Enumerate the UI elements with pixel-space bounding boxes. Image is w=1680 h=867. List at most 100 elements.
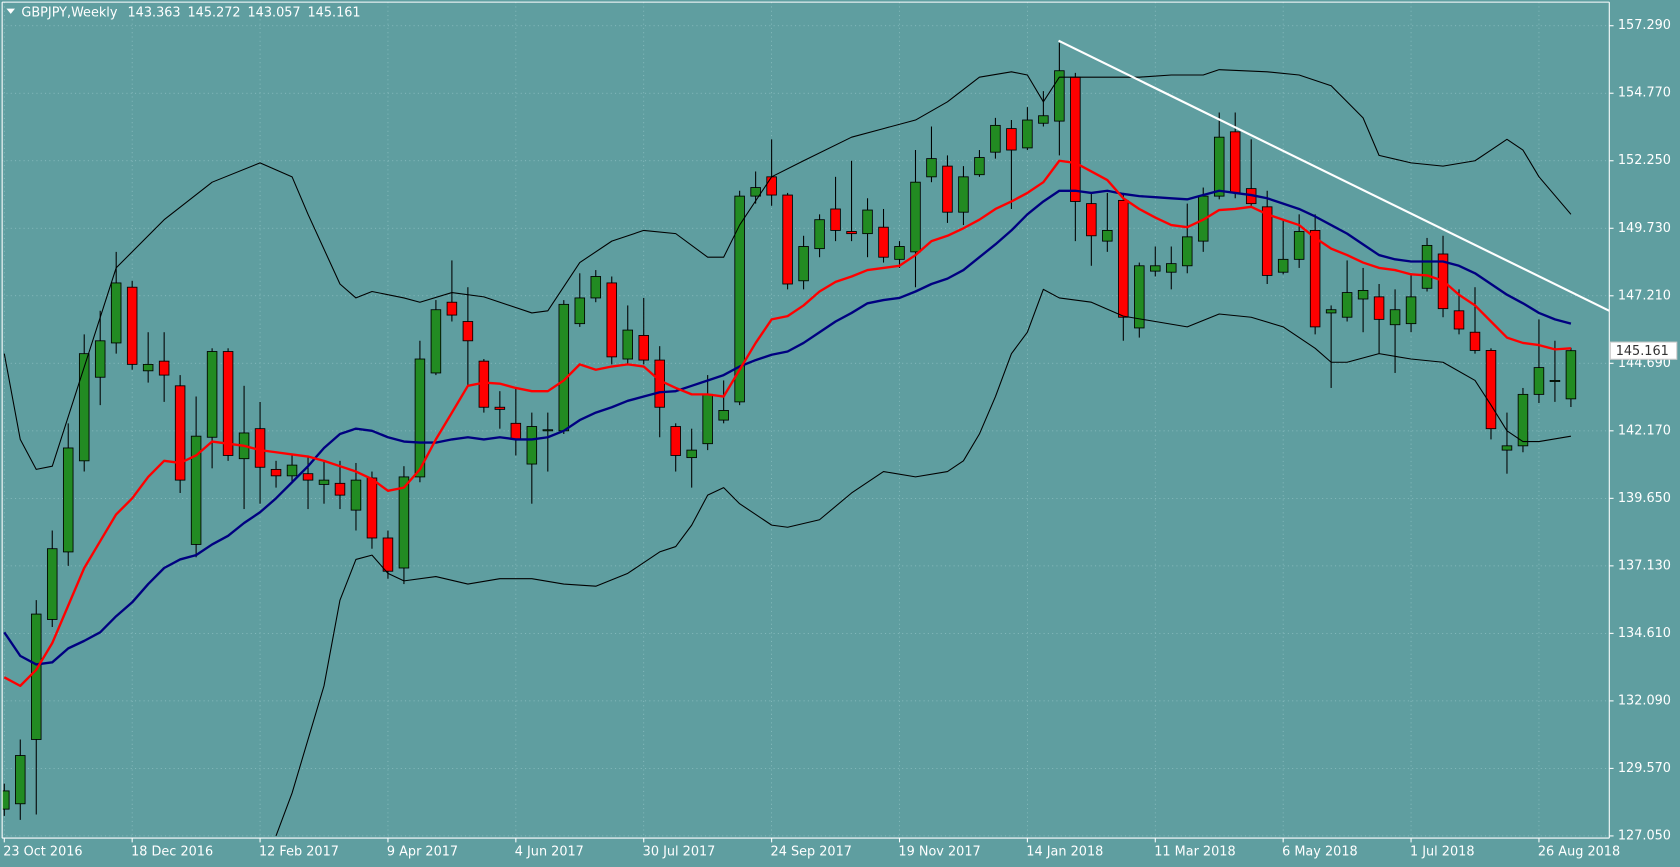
candle-body (718, 410, 729, 421)
candle-body (1357, 290, 1369, 300)
x-tick-label: 19 Nov 2017 (898, 844, 980, 859)
candle-body (286, 464, 298, 477)
candle-body (254, 428, 266, 468)
candle-body (142, 363, 154, 372)
indicator-line (3, 189, 1572, 666)
candle-body (1086, 203, 1097, 237)
candle-body (366, 477, 378, 539)
candle-body (1325, 309, 1337, 314)
candle-body (638, 335, 649, 361)
candle-body (1277, 258, 1289, 273)
candle-body (78, 353, 90, 462)
candle-body (1182, 236, 1193, 267)
candle-body (494, 406, 506, 410)
candle-body (1517, 393, 1529, 447)
candle-body (446, 301, 458, 316)
candle-body (94, 340, 106, 378)
candle-body (990, 124, 1001, 153)
candle-body (1229, 131, 1241, 194)
candle-body (174, 385, 186, 481)
y-tick-label: 132.090 (1618, 693, 1671, 708)
price-label-box (1609, 341, 1678, 360)
candle-body (1389, 309, 1401, 326)
candle-body (606, 282, 618, 358)
candle-body (1421, 244, 1433, 289)
candle-body (686, 449, 697, 459)
candle-body (910, 181, 921, 253)
candle-body (302, 473, 314, 481)
candle-body (1533, 367, 1545, 395)
candle-body (750, 187, 761, 197)
candle-body (222, 351, 234, 456)
candle-body (126, 286, 138, 365)
candle-body (814, 219, 825, 250)
x-tick-label: 26 Aug 2018 (1538, 844, 1620, 859)
y-tick-label: 139.650 (1618, 491, 1671, 506)
candle-body (350, 479, 362, 511)
x-tick-label: 6 May 2018 (1282, 844, 1358, 859)
candle-body (382, 537, 394, 572)
candle-body (1309, 229, 1321, 328)
x-tick-label: 4 Jun 2017 (515, 844, 584, 859)
candle-body (1006, 128, 1017, 151)
candle-body (1293, 231, 1305, 260)
candle-body (414, 358, 426, 478)
candle-body (1022, 119, 1033, 149)
indicator-line (3, 69, 1572, 470)
y-tick-label: 129.570 (1618, 761, 1671, 776)
candle-body (1373, 296, 1385, 320)
x-tick-label: 24 Sep 2017 (771, 844, 852, 859)
candle-body (462, 321, 474, 342)
x-tick-label: 30 Jul 2017 (643, 844, 716, 859)
y-tick-label: 142.170 (1618, 423, 1671, 438)
candle-body (558, 303, 570, 432)
candle-body (526, 426, 538, 465)
menu-arrow[interactable] (6, 8, 15, 14)
candle-body (510, 422, 522, 440)
x-tick-label: 23 Oct 2016 (3, 844, 82, 859)
candle-body (1485, 350, 1497, 430)
candle-body (158, 360, 170, 376)
header-high: 145.272 (188, 5, 241, 20)
candle-body (1565, 350, 1577, 400)
candle-body (1453, 310, 1465, 330)
candle-body (1150, 265, 1161, 272)
plot-area (2, 39, 1610, 837)
candle-body (110, 282, 122, 344)
indicator-line (275, 288, 1572, 837)
candle-body (942, 165, 953, 213)
candle-body (734, 195, 745, 403)
candle-body (1213, 136, 1225, 197)
y-tick-label: 157.290 (1618, 18, 1671, 33)
candle-body (62, 447, 74, 553)
x-tick-label: 1 Jul 2018 (1410, 844, 1475, 859)
candle-body (1549, 380, 1561, 382)
y-tick-label: 127.050 (1618, 828, 1671, 843)
y-tick-label: 147.210 (1618, 288, 1671, 303)
candle-body (1070, 76, 1081, 202)
x-tick-label: 14 Jan 2018 (1026, 844, 1103, 859)
candle-body (190, 435, 202, 545)
candle-body (1038, 115, 1049, 124)
candle-body (1166, 263, 1177, 273)
candle-body (846, 231, 857, 235)
candle-body (798, 246, 809, 282)
candle-body (1118, 199, 1129, 318)
y-tick-label: 149.730 (1618, 221, 1671, 236)
candle-body (15, 755, 26, 805)
header-low: 143.057 (247, 5, 300, 20)
candle-body (958, 176, 969, 213)
trendline (1058, 39, 1610, 312)
x-tick-label: 18 Dec 2016 (131, 844, 213, 859)
candle-body (1501, 445, 1513, 451)
chart-title: GBPJPY,Weekly (21, 5, 117, 20)
candle-body (1134, 265, 1145, 329)
candle-body (1054, 70, 1065, 122)
candle-body (542, 429, 554, 432)
candle-body (926, 158, 937, 178)
candle-body (654, 359, 665, 408)
candle-body (1469, 331, 1481, 351)
candle-body (894, 246, 905, 260)
y-tick-label: 154.770 (1618, 86, 1671, 101)
